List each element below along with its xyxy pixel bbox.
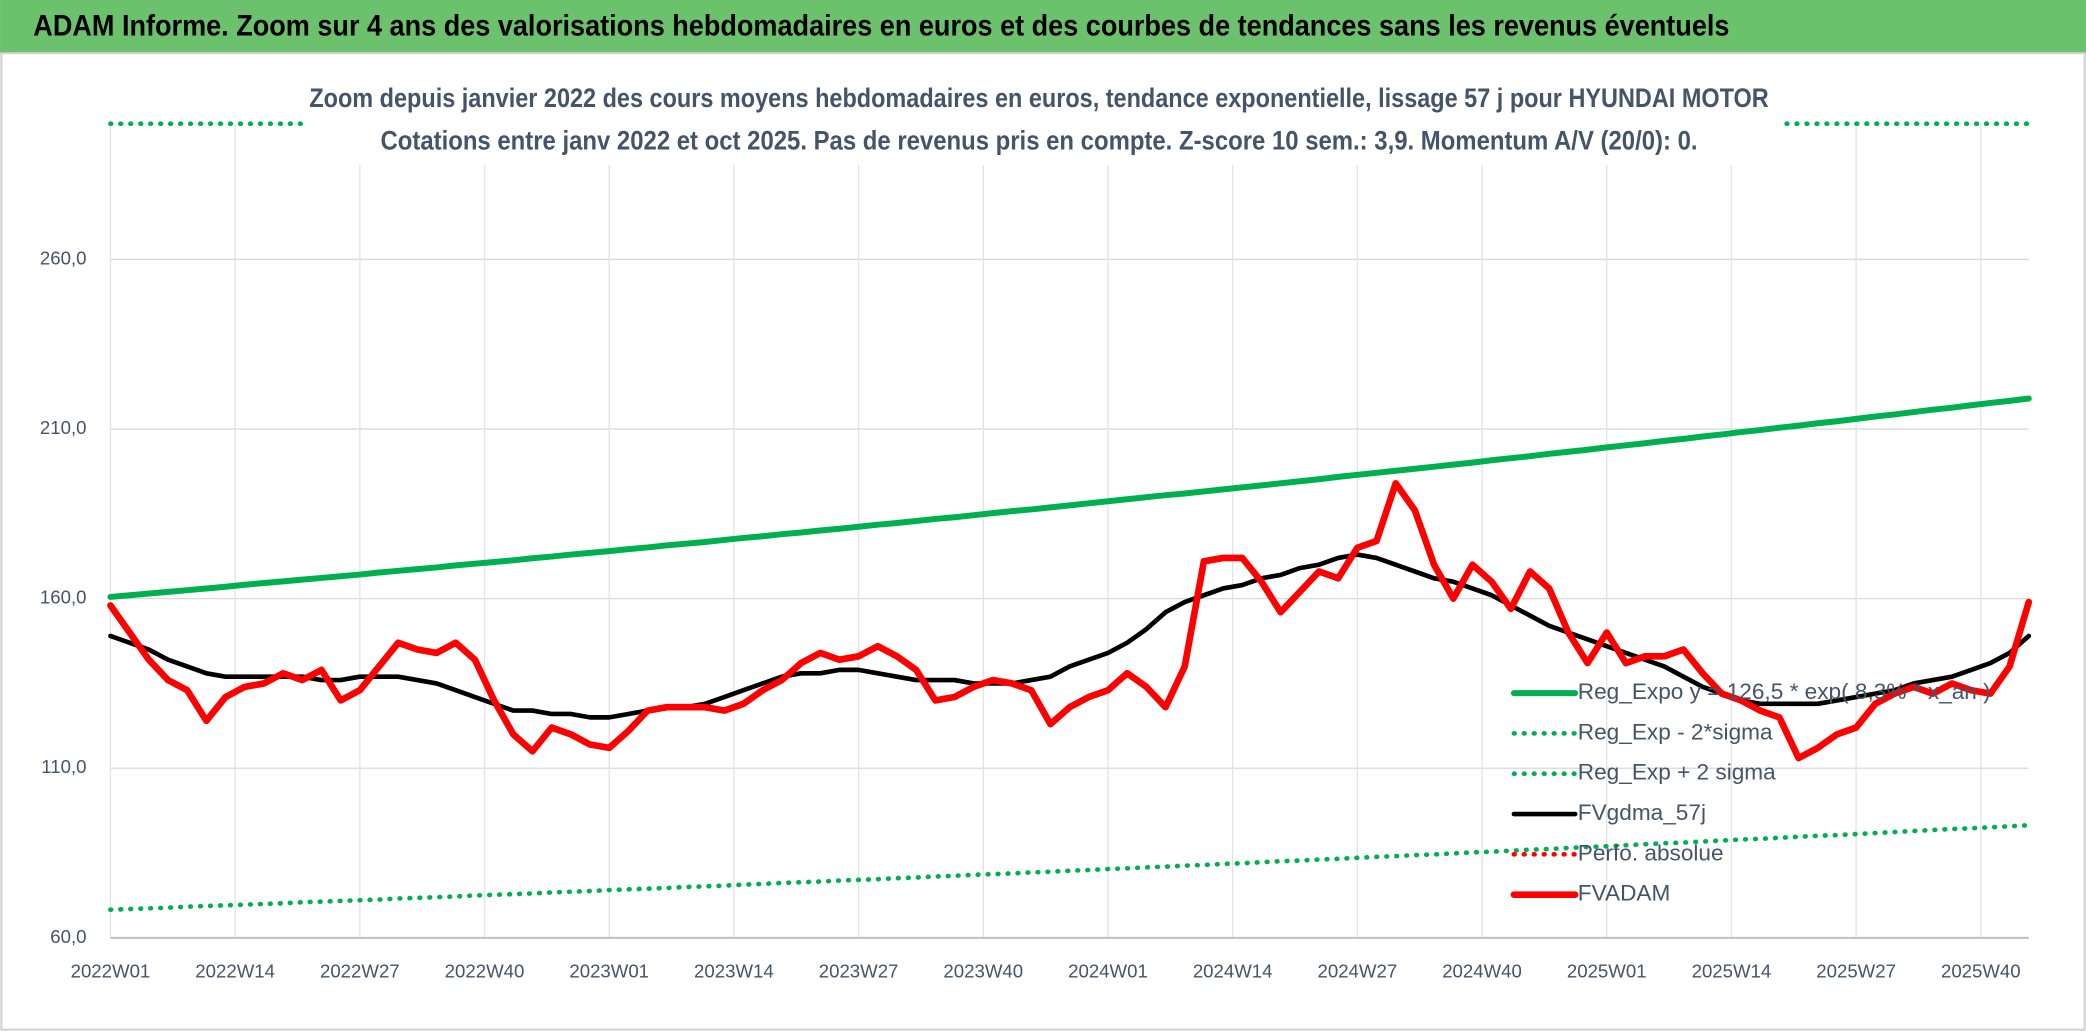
legend-label: FVADAM xyxy=(1578,881,1671,906)
x-tick-label: 2024W01 xyxy=(1068,960,1148,981)
chart-subtitle: Cotations entre janv 2022 et oct 2025. P… xyxy=(380,125,1697,155)
series-line xyxy=(108,822,2032,913)
x-tick-label: 2023W40 xyxy=(943,960,1023,981)
x-tick-label: 2024W14 xyxy=(1193,960,1273,981)
legend-label: Perfo. absolue xyxy=(1578,840,1724,865)
x-tick-label: 2025W01 xyxy=(1567,960,1647,981)
y-tick-label: 110,0 xyxy=(41,756,86,777)
title-background xyxy=(303,74,1780,165)
x-tick-label: 2025W27 xyxy=(1816,960,1896,981)
legend-label: FVgdma_57j xyxy=(1578,800,1706,825)
x-tick-label: 2023W01 xyxy=(569,960,649,981)
series-line xyxy=(107,395,2032,600)
header-bar xyxy=(0,0,2086,54)
x-tick-label: 2023W14 xyxy=(694,960,774,981)
plot-area: 60,0 110,0 160,0 210,0 260,0 2022W01 2022W14 20… xyxy=(40,121,2033,981)
x-tick-label: 2022W40 xyxy=(445,960,525,981)
chart-frame xyxy=(0,52,2086,1031)
series-line xyxy=(107,479,2033,762)
legend: Reg_Expo y = 126,5 * exp( 8,3% * x_an ) R… xyxy=(1510,679,1991,906)
y-tick-label: 60,0 xyxy=(50,926,86,947)
y-tick-label: 210,0 xyxy=(40,417,87,438)
legend-label: Reg_Exp + 2 sigma xyxy=(1578,760,1776,785)
y-tick-label: 260,0 xyxy=(40,247,87,268)
x-tick-label: 2022W14 xyxy=(195,960,275,981)
x-tick-label: 2024W27 xyxy=(1318,960,1398,981)
x-tick-label: 2022W01 xyxy=(71,960,151,981)
x-tick-label: 2023W27 xyxy=(819,960,899,981)
x-tick-label: 2022W27 xyxy=(320,960,400,981)
legend-label: Reg_Exp - 2*sigma xyxy=(1578,719,1773,744)
legend-label: Reg_Expo y = 126,5 * exp( 8,3% * x_an ) xyxy=(1578,679,1991,704)
x-tick-label: 2025W40 xyxy=(1941,960,2021,981)
chart-titles: Zoom depuis janvier 2022 des cours moyen… xyxy=(303,74,1780,165)
series-line xyxy=(108,552,2032,720)
x-tick-label: 2024W40 xyxy=(1442,960,1522,981)
x-tick-label: 2025W14 xyxy=(1692,960,1772,981)
header-title: ADAM Informe. Zoom sur 4 ans des valoris… xyxy=(33,11,1729,43)
y-tick-label: 160,0 xyxy=(40,587,87,608)
chart-title: Zoom depuis janvier 2022 des cours moyen… xyxy=(309,83,1768,113)
